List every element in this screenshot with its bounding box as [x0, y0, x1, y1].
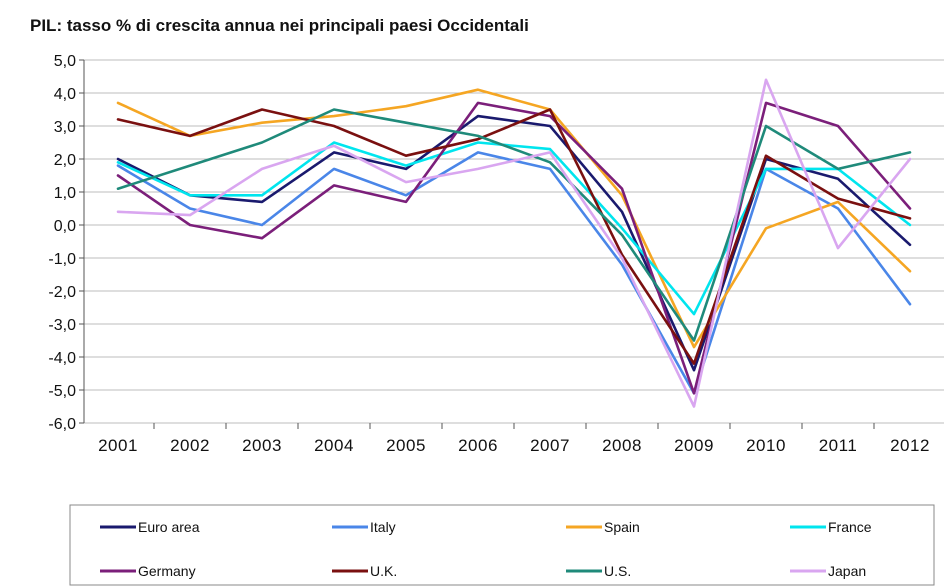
y-tick-label: -5,0 — [48, 383, 76, 400]
y-tick-label: -2,0 — [48, 284, 76, 301]
x-tick-label: 2009 — [674, 436, 714, 455]
series-lines — [116, 78, 912, 408]
y-tick-label: -6,0 — [48, 416, 76, 433]
x-tick-label: 2008 — [602, 436, 642, 455]
series-line-spain — [116, 88, 912, 349]
legend-label: Japan — [828, 563, 866, 579]
series-line-france — [116, 141, 912, 316]
axes — [79, 59, 875, 429]
x-tick-label: 2004 — [314, 436, 354, 455]
x-tick-label: 2003 — [242, 436, 282, 455]
series-line-u-k — [116, 108, 912, 365]
x-tick-label: 2001 — [98, 436, 138, 455]
legend-label: Spain — [604, 519, 640, 535]
y-tick-label: 1,0 — [54, 185, 76, 202]
y-axis-ticks: 5,0 4,0 3,0 2,0 1,0 0,0 -1,0 -2,0 -3,0 -4,0 -5,0 -6… — [48, 53, 76, 433]
x-axis-ticks: 2001 2002 2003 2004 2005 2006 2007 2008 2009 2010… — [98, 436, 930, 455]
y-tick-label: -3,0 — [48, 317, 76, 334]
chart-title: PIL: tasso % di crescita annua nei princ… — [30, 16, 529, 35]
x-tick-label: 2006 — [458, 436, 498, 455]
y-tick-label: 3,0 — [54, 119, 76, 136]
legend-box — [69, 504, 935, 586]
legend-label: U.K. — [370, 563, 397, 579]
x-tick-label: 2002 — [170, 436, 210, 455]
legend: Euro area Italy Spain France Germany U.K. U.S.… — [69, 504, 935, 586]
x-tick-label: 2007 — [530, 436, 570, 455]
x-tick-label: 2010 — [746, 436, 786, 455]
legend-label: U.S. — [604, 563, 631, 579]
y-tick-label: 2,0 — [54, 152, 76, 169]
legend-label: France — [828, 519, 872, 535]
legend-label: Germany — [138, 563, 196, 579]
y-tick-label: 5,0 — [54, 53, 76, 70]
series-line-u-s — [116, 108, 912, 342]
series-line-japan — [116, 78, 912, 408]
legend-label: Euro area — [138, 519, 200, 535]
x-tick-label: 2005 — [386, 436, 426, 455]
x-tick-label: 2011 — [819, 436, 858, 455]
y-tick-label: -4,0 — [48, 350, 76, 367]
series-line-euro-area — [116, 114, 912, 372]
x-tick-label: 2012 — [890, 436, 930, 455]
y-tick-label: 4,0 — [54, 86, 76, 103]
y-tick-label: 0,0 — [54, 218, 76, 235]
gridlines — [84, 59, 944, 424]
legend-label: Italy — [370, 519, 396, 535]
y-tick-label: -1,0 — [48, 251, 76, 268]
